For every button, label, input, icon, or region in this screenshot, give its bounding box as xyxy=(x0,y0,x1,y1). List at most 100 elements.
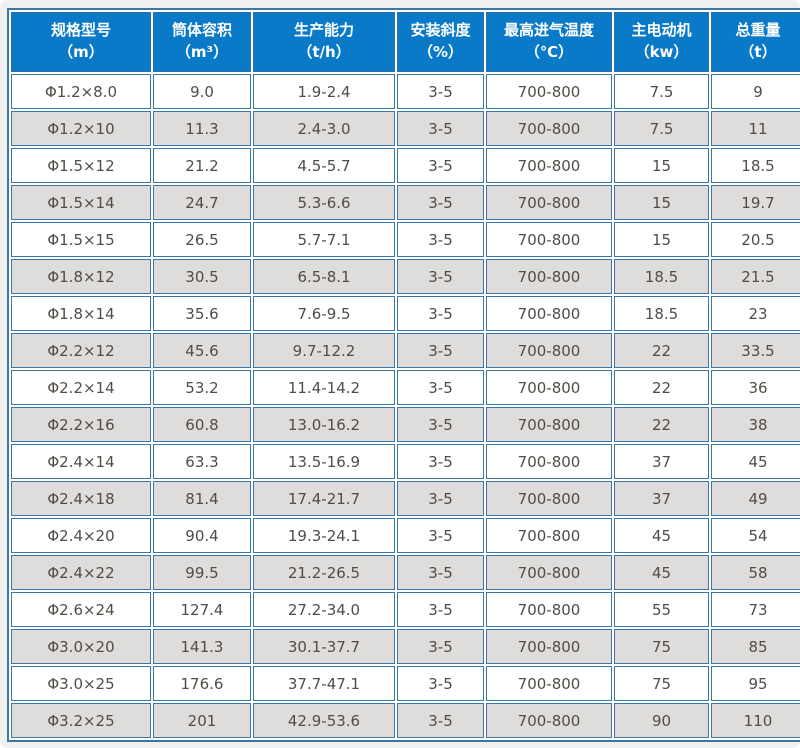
table-cell: Φ2.2×12 xyxy=(11,333,151,368)
table-row: Φ2.2×14 53.2 11.4-14.2 3-5 700-800 22 36 xyxy=(11,370,800,405)
table-cell: 27.2-34.0 xyxy=(253,592,395,627)
table-cell: 53.2 xyxy=(153,370,251,405)
table-cell: 23 xyxy=(711,296,800,331)
table-cell: 2.4-3.0 xyxy=(253,111,395,146)
table-cell: Φ1.5×15 xyxy=(11,222,151,257)
table-cell: 60.8 xyxy=(153,407,251,442)
table-cell: 700-800 xyxy=(486,222,612,257)
table-cell: 1.9-2.4 xyxy=(253,74,395,109)
table-cell: 700-800 xyxy=(486,481,612,516)
table-cell: 127.4 xyxy=(153,592,251,627)
column-header-0: 规格型号 （m） xyxy=(11,12,151,72)
table-row: Φ2.4×18 81.4 17.4-21.7 3-5 700-800 37 49 xyxy=(11,481,800,516)
table-cell: 19.3-24.1 xyxy=(253,518,395,553)
table-cell: 3-5 xyxy=(397,592,484,627)
column-header-1: 筒体容积 （m³） xyxy=(153,12,251,72)
table-cell: 7.5 xyxy=(614,74,709,109)
table-cell: 3-5 xyxy=(397,370,484,405)
table-cell: 45.6 xyxy=(153,333,251,368)
table-cell: Φ1.2×10 xyxy=(11,111,151,146)
table-cell: 9.7-12.2 xyxy=(253,333,395,368)
table-cell: 700-800 xyxy=(486,111,612,146)
table-cell: 21.5 xyxy=(711,259,800,294)
table-cell: Φ2.4×14 xyxy=(11,444,151,479)
table-cell: Φ1.8×12 xyxy=(11,259,151,294)
table-cell: 17.4-21.7 xyxy=(253,481,395,516)
table-cell: 3-5 xyxy=(397,148,484,183)
table-cell: Φ3.2×25 xyxy=(11,703,151,738)
table-cell: Φ1.2×8.0 xyxy=(11,74,151,109)
table-row: Φ1.8×14 35.6 7.6-9.5 3-5 700-800 18.5 23 xyxy=(11,296,800,331)
table-cell: 37 xyxy=(614,444,709,479)
table-cell: 90.4 xyxy=(153,518,251,553)
column-header-4: 最高进气温度 （℃） xyxy=(486,12,612,72)
table-cell: 45 xyxy=(614,518,709,553)
table-cell: 11.3 xyxy=(153,111,251,146)
column-title: 规格型号 xyxy=(50,21,111,40)
column-header-2: 生产能力 （t/h） xyxy=(253,12,395,72)
table-cell: 22 xyxy=(614,407,709,442)
table-cell: 700-800 xyxy=(486,148,612,183)
table-cell: 49 xyxy=(711,481,800,516)
table-cell: 9.0 xyxy=(153,74,251,109)
column-title: 筒体容积 xyxy=(171,21,232,40)
column-unit: （%） xyxy=(417,43,464,61)
table-cell: 700-800 xyxy=(486,407,612,442)
table-cell: 33.5 xyxy=(711,333,800,368)
table-cell: 3-5 xyxy=(397,111,484,146)
table-cell: 18.5 xyxy=(711,148,800,183)
column-unit: （kw） xyxy=(634,43,689,61)
table-cell: 73 xyxy=(711,592,800,627)
table-cell: 11.4-14.2 xyxy=(253,370,395,405)
table-cell: 36 xyxy=(711,370,800,405)
table-cell: 110 xyxy=(711,703,800,738)
table-cell: 700-800 xyxy=(486,370,612,405)
table-cell: 176.6 xyxy=(153,666,251,701)
column-unit: （t） xyxy=(739,43,777,61)
table-cell: 85 xyxy=(711,629,800,664)
table-cell: 13.5-16.9 xyxy=(253,444,395,479)
column-unit: （m） xyxy=(58,43,104,61)
table-cell: 20.5 xyxy=(711,222,800,257)
table-cell: 37 xyxy=(614,481,709,516)
table-cell: 55 xyxy=(614,592,709,627)
table-row: Φ1.5×14 24.7 5.3-6.6 3-5 700-800 15 19.7 xyxy=(11,185,800,220)
table-cell: 700-800 xyxy=(486,444,612,479)
table-cell: 3-5 xyxy=(397,222,484,257)
table-cell: 35.6 xyxy=(153,296,251,331)
table-cell: 30.1-37.7 xyxy=(253,629,395,664)
table-cell: 700-800 xyxy=(486,629,612,664)
table-cell: Φ2.4×22 xyxy=(11,555,151,590)
table-row: Φ1.8×12 30.5 6.5-8.1 3-5 700-800 18.5 21.5 xyxy=(11,259,800,294)
table-cell: 15 xyxy=(614,185,709,220)
table-cell: 141.3 xyxy=(153,629,251,664)
table-row: Φ3.2×25 201 42.9-53.6 3-5 700-800 90 110 xyxy=(11,703,800,738)
table-header: 规格型号 （m） 筒体容积 （m³） 生产能力 （t/h） 安装斜度 （%） 最高进气温度 （℃）… xyxy=(11,12,800,72)
table-cell: 54 xyxy=(711,518,800,553)
table-cell: 3-5 xyxy=(397,74,484,109)
table-cell: Φ3.0×25 xyxy=(11,666,151,701)
table-cell: Φ2.4×20 xyxy=(11,518,151,553)
table-cell: 6.5-8.1 xyxy=(253,259,395,294)
table-cell: 81.4 xyxy=(153,481,251,516)
table-cell: Φ2.2×14 xyxy=(11,370,151,405)
column-title: 最高进气温度 xyxy=(503,21,594,40)
table-cell: 90 xyxy=(614,703,709,738)
table-cell: 45 xyxy=(711,444,800,479)
table-cell: 42.9-53.6 xyxy=(253,703,395,738)
table-cell: Φ3.0×20 xyxy=(11,629,151,664)
table-cell: 700-800 xyxy=(486,185,612,220)
table-cell: 4.5-5.7 xyxy=(253,148,395,183)
table-cell: 95 xyxy=(711,666,800,701)
table-cell: 700-800 xyxy=(486,666,612,701)
table-cell: Φ1.8×14 xyxy=(11,296,151,331)
table-cell: 15 xyxy=(614,222,709,257)
table-row: Φ3.0×25 176.6 37.7-47.1 3-5 700-800 75 95 xyxy=(11,666,800,701)
table-cell: 18.5 xyxy=(614,296,709,331)
table-cell: Φ2.2×16 xyxy=(11,407,151,442)
table-cell: 5.3-6.6 xyxy=(253,185,395,220)
header-row: 规格型号 （m） 筒体容积 （m³） 生产能力 （t/h） 安装斜度 （%） 最高进气温度 （℃）… xyxy=(11,12,800,72)
column-unit: （m³） xyxy=(175,43,229,61)
column-title: 主电动机 xyxy=(631,21,692,40)
table-cell: 3-5 xyxy=(397,518,484,553)
